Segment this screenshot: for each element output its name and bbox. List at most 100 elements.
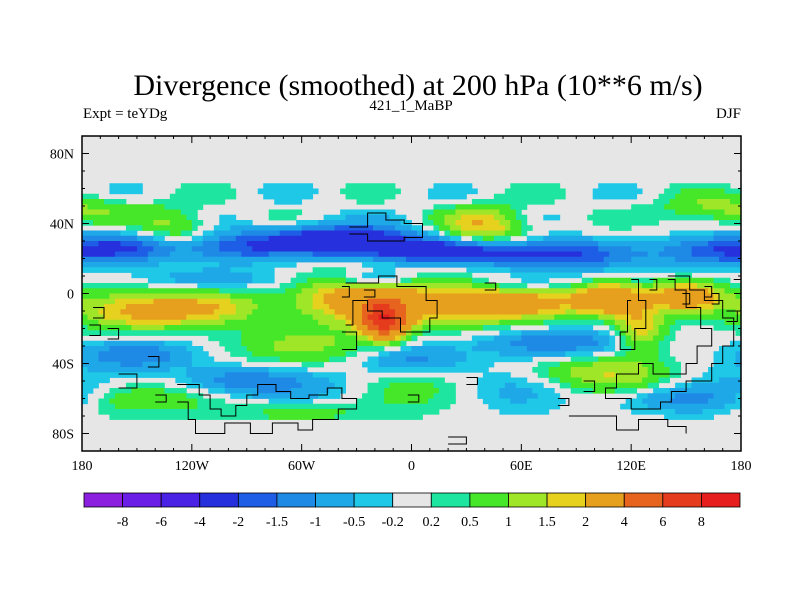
field-cell [362, 393, 385, 399]
field-cell [82, 304, 105, 310]
colorbar-swatch [508, 492, 548, 508]
field-cell [620, 325, 632, 331]
field-cell [406, 309, 539, 315]
field-cell [312, 267, 346, 273]
colorbar-swatch [276, 492, 316, 508]
field-cell [581, 251, 610, 258]
field-cell [587, 214, 714, 221]
field-cell [598, 356, 660, 363]
field-cell [202, 230, 215, 237]
coastline-segment [349, 212, 423, 242]
field-cell [98, 409, 264, 415]
field-cell [384, 230, 401, 237]
field-cell [224, 372, 270, 378]
field-cell [416, 319, 423, 326]
field-cell [202, 235, 220, 242]
field-cell [82, 246, 138, 252]
field-cell [367, 298, 401, 305]
field-cell [466, 267, 511, 273]
field-cell [120, 230, 138, 237]
field-cell [389, 340, 401, 347]
field-cell [334, 314, 346, 321]
field-cell [164, 340, 193, 347]
field-cell [444, 220, 456, 226]
field-cell [213, 309, 237, 315]
field-cell [675, 409, 703, 415]
field-cell [153, 220, 171, 226]
field-cell [98, 241, 121, 247]
field-cell [219, 288, 286, 294]
field-cell [252, 277, 275, 284]
field-cell [411, 225, 423, 231]
field-cell [471, 220, 484, 226]
colorbar-level-label: -4 [194, 515, 206, 530]
field-cell [109, 346, 160, 352]
field-cell [367, 314, 379, 321]
field-cell [422, 325, 484, 331]
field-cell [169, 193, 237, 200]
field-cell [471, 235, 484, 242]
field-cell [87, 204, 165, 210]
field-cell [103, 314, 132, 321]
field-cell [576, 288, 588, 294]
field-cell [373, 225, 396, 231]
field-cell [257, 388, 292, 394]
field-cell [98, 351, 171, 357]
field-cell [499, 351, 566, 357]
field-cell [543, 319, 605, 326]
field-cell [82, 209, 110, 216]
field-cell [373, 309, 396, 315]
field-cell [730, 199, 741, 205]
field-cell [499, 288, 577, 294]
field-cell [98, 403, 116, 410]
field-cell [724, 251, 741, 258]
field-cell [653, 325, 660, 331]
colorbar-level-label: -0.2 [382, 515, 404, 530]
field-cell [252, 309, 303, 315]
field-cell [719, 346, 741, 352]
field-cell [697, 199, 731, 205]
field-cell [312, 251, 379, 258]
field-cell [521, 314, 555, 321]
field-cell [713, 230, 741, 237]
field-cell [169, 220, 193, 226]
field-cell [422, 214, 429, 221]
field-cell [510, 204, 528, 210]
field-cell [395, 335, 401, 342]
field-cell [433, 382, 456, 389]
field-cell [301, 225, 336, 231]
field-cell [175, 246, 193, 252]
field-cell [620, 330, 627, 336]
field-cell [482, 398, 511, 405]
field-cell [378, 377, 445, 384]
field-cell [664, 414, 714, 420]
field-cell [296, 283, 314, 289]
field-cell [625, 398, 643, 405]
field-cell [669, 388, 741, 394]
field-cell [521, 277, 550, 284]
field-cell [301, 382, 336, 389]
field-cell [636, 330, 649, 336]
field-cell [158, 262, 220, 268]
field-cell [510, 220, 522, 226]
field-cell [191, 377, 215, 384]
field-cell [620, 340, 627, 347]
field-cell [389, 330, 407, 336]
field-cell [521, 220, 528, 226]
coastline-segment [726, 310, 738, 322]
field-cell [312, 372, 346, 378]
field-cell [587, 283, 599, 289]
field-cell [114, 393, 187, 399]
field-cell [246, 314, 314, 321]
field-cell [631, 335, 654, 342]
field-cell [515, 214, 528, 221]
coastline-segment [484, 282, 497, 291]
colorbar-level-label: -1.5 [266, 515, 288, 530]
field-cell [477, 393, 500, 399]
field-cell [576, 309, 605, 315]
field-cell [691, 377, 720, 384]
field-cell [576, 346, 605, 352]
field-cell [427, 398, 456, 405]
field-cell [713, 309, 736, 315]
field-cell [356, 335, 368, 342]
